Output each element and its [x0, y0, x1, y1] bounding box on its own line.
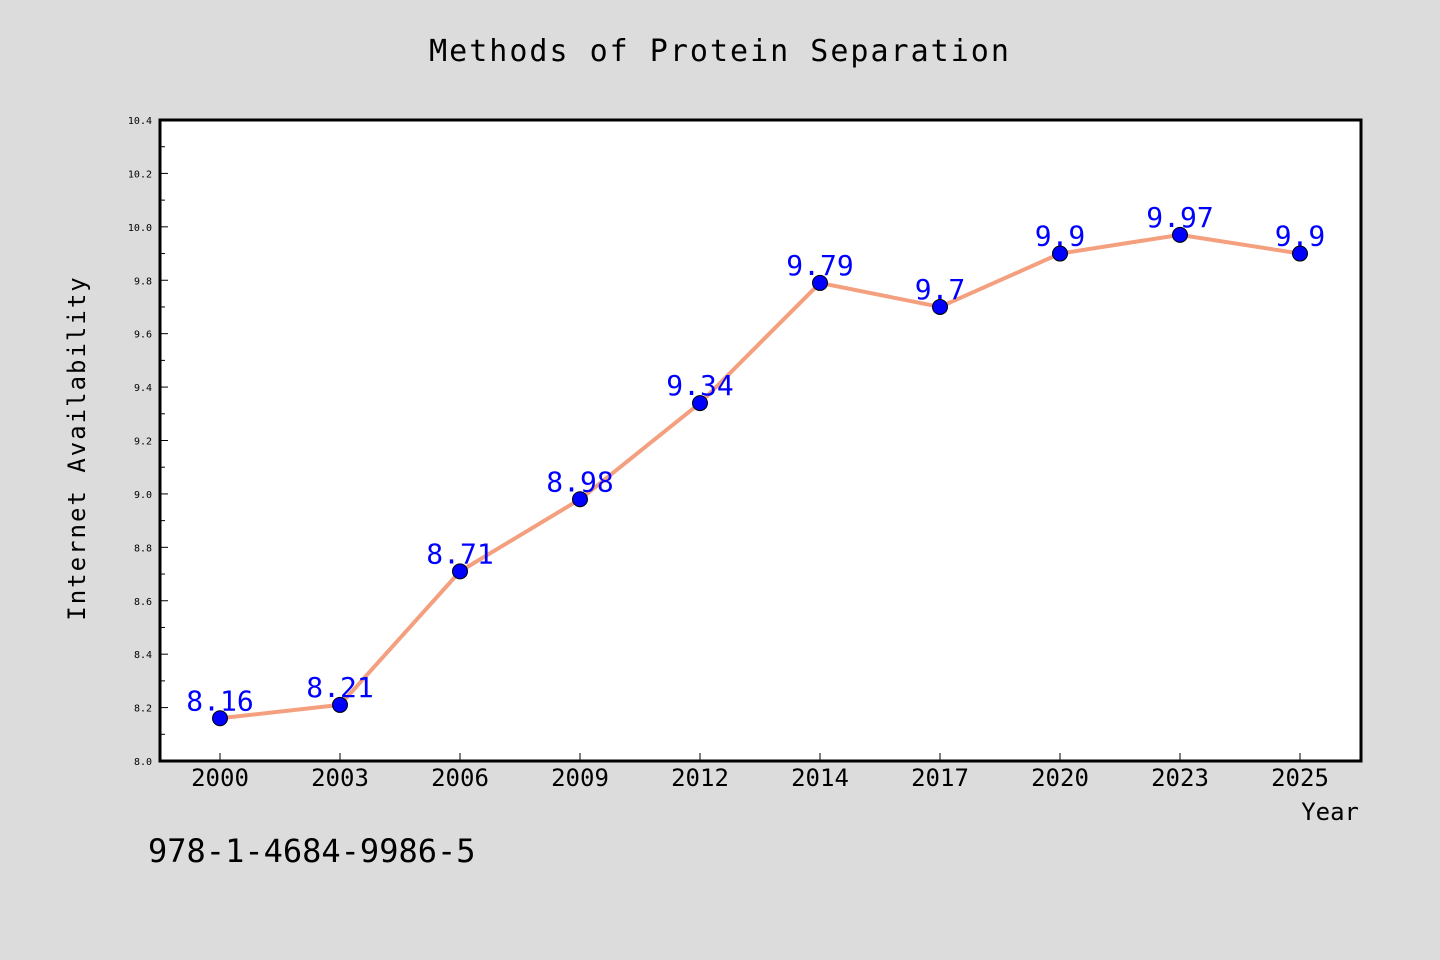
y-tick-label: 9.6: [134, 330, 152, 341]
x-tick-label: 2017: [911, 764, 969, 792]
data-point: [932, 298, 948, 315]
data-label: 8.71: [426, 537, 493, 570]
y-tick-label: 9.4: [134, 383, 152, 394]
data-point: [212, 710, 228, 727]
data-point: [1052, 245, 1068, 262]
isbn-annotation: 978-1-4684-9986-5: [148, 832, 476, 870]
x-tick-label: 2009: [551, 764, 609, 792]
x-tick-label: 2000: [191, 764, 249, 792]
data-label: 9.79: [786, 249, 853, 282]
x-tick-label: 2023: [1151, 764, 1209, 792]
y-tick-label: 10.4: [128, 116, 152, 127]
data-point: [332, 696, 348, 713]
y-tick-label: 10.0: [128, 223, 152, 234]
data-point: [812, 274, 828, 291]
data-label: 8.16: [186, 684, 253, 717]
y-tick-label: 9.0: [134, 490, 152, 501]
y-tick-label: 8.8: [134, 543, 152, 554]
x-tick-label: 2012: [671, 764, 729, 792]
x-axis-label: Year: [1301, 798, 1359, 826]
y-axis-label: Internet Availability: [63, 275, 91, 620]
data-label: 9.9: [1275, 220, 1326, 253]
series-line: [218, 232, 1302, 721]
y-tick-label: 8.6: [134, 597, 152, 608]
plot-area: [158, 118, 1363, 763]
y-tick-label: 8.2: [134, 704, 152, 715]
x-tick-label: 2003: [311, 764, 369, 792]
data-point: [692, 395, 708, 412]
data-label: 8.98: [546, 465, 613, 498]
x-tick-label: 2006: [431, 764, 489, 792]
y-tick-label: 10.2: [128, 169, 152, 180]
x-tick-label: 2020: [1031, 764, 1089, 792]
data-label: 9.34: [666, 369, 733, 402]
data-label: 9.9: [1035, 220, 1086, 253]
y-tick-label: 8.0: [134, 757, 152, 768]
data-point: [1292, 245, 1308, 262]
data-point: [572, 491, 588, 508]
data-point: [1172, 226, 1188, 243]
y-tick-label: 9.2: [134, 437, 152, 448]
data-label: 9.7: [915, 273, 966, 306]
data-label: 8.21: [306, 671, 373, 704]
y-tick-label: 9.8: [134, 276, 152, 287]
chart-title: Methods of Protein Separation: [429, 34, 1011, 69]
y-tick-label: 8.4: [134, 650, 152, 661]
data-point: [452, 563, 468, 580]
x-tick-label: 2025: [1271, 764, 1329, 792]
data-label: 9.97: [1146, 201, 1213, 234]
x-tick-label: 2014: [791, 764, 849, 792]
